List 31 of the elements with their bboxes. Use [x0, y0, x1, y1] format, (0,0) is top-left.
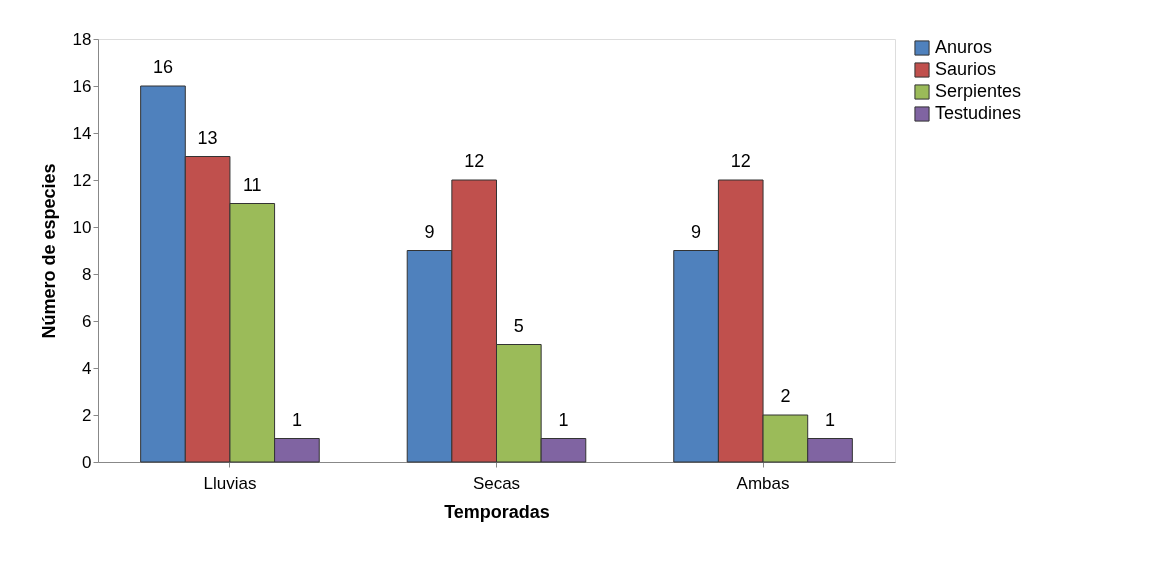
y-tick-label: 18	[72, 29, 92, 49]
data-label: 1	[825, 409, 836, 430]
x-tick-label: Secas	[472, 473, 521, 493]
legend-label: Saurios	[935, 59, 997, 79]
data-label: 12	[464, 151, 485, 171]
data-label: 2	[780, 386, 791, 406]
legend-label: Serpientes	[935, 81, 1022, 101]
data-label: 5	[513, 315, 524, 336]
y-tick-label: 0	[82, 452, 92, 472]
y-tick-label: 12	[72, 170, 92, 190]
y-tick-label: 4	[82, 358, 92, 378]
y-tick-label: 10	[72, 217, 92, 237]
data-label: 12	[730, 151, 751, 171]
y-tick-label: 2	[82, 405, 92, 425]
y-tick-label: 6	[82, 311, 92, 331]
data-label: 9	[424, 221, 435, 242]
data-label: 16	[152, 57, 173, 77]
x-tick-label: Lluvias	[203, 473, 257, 493]
data-label: 11	[242, 174, 262, 195]
y-tick-label: 8	[82, 264, 92, 284]
data-label: 1	[558, 409, 569, 430]
y-tick-label: 16	[72, 76, 92, 96]
legend-label: Anuros	[935, 37, 993, 57]
data-label: 9	[691, 221, 702, 242]
y-axis-title: Número de especies	[38, 163, 59, 339]
data-label: 1	[291, 409, 302, 430]
x-tick-label: Ambas	[736, 473, 790, 493]
legend-label: Testudines	[935, 103, 1022, 123]
y-tick-label: 14	[72, 123, 92, 143]
x-axis-title: Temporadas	[444, 501, 550, 522]
data-label: 13	[197, 127, 218, 148]
